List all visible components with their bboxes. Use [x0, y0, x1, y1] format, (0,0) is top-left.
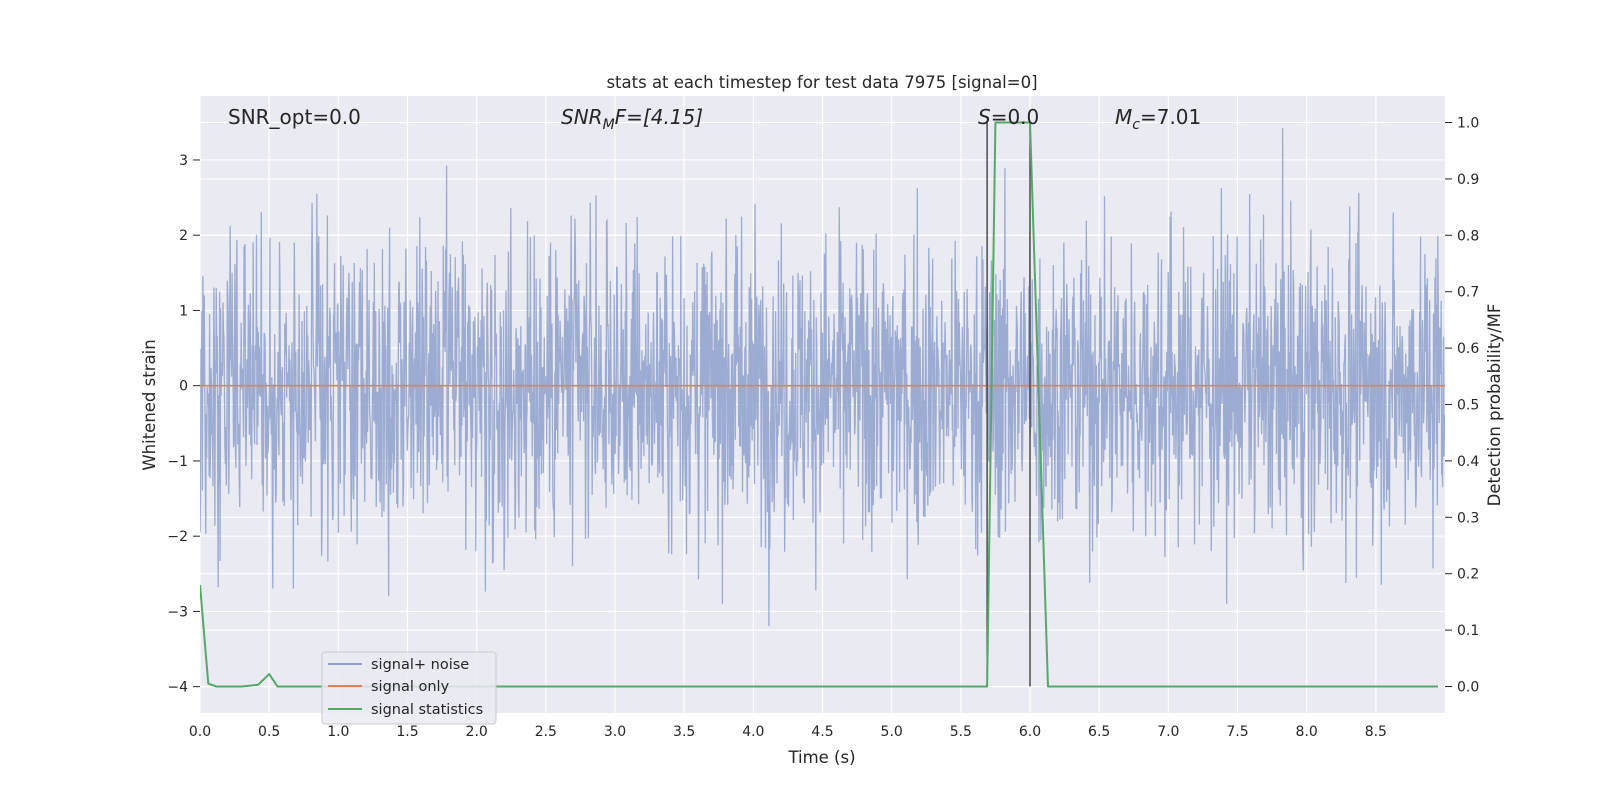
annotation-snr-mf: SNRMF=[4.15]	[561, 105, 703, 133]
y-right-tick-label: 0.7	[1457, 285, 1479, 301]
y-right-axis-ticks: 1.0 0.9 0.8 0.7 0.6 0.5 0.4 0.3 0.2 0.1 0.0	[1445, 116, 1479, 695]
annotation-s: S=0.0	[978, 105, 1039, 129]
y-right-tick-label: 1.0	[1457, 116, 1479, 132]
series-signal-noise	[200, 128, 1445, 627]
x-tick-label: 8.0	[1296, 724, 1318, 740]
y-right-tick-label: 0.3	[1457, 510, 1479, 526]
x-tick-label: 2.0	[466, 724, 488, 740]
y-right-tick-label: 0.8	[1457, 228, 1479, 244]
x-tick-label: 7.0	[1157, 724, 1179, 740]
y-left-axis-ticks: 3 2 1 0 −1 −2 −3 −4	[167, 153, 200, 696]
y-left-axis-label: Whitened strain	[140, 339, 159, 470]
x-tick-label: 8.5	[1365, 724, 1387, 740]
annotation-mc-rest: =7.01	[1140, 105, 1201, 129]
y-left-tick-label: −2	[167, 529, 188, 545]
annotation-mc-main: M	[1115, 105, 1132, 129]
y-right-tick-label: 0.6	[1457, 341, 1479, 357]
y-right-tick-label: 0.5	[1457, 398, 1479, 414]
series-line-signal-statistics	[200, 121, 1439, 688]
x-tick-label: 6.0	[1019, 724, 1041, 740]
x-tick-label: 5.0	[881, 724, 903, 740]
series-signal-statistics	[200, 121, 1439, 688]
x-tick-label: 1.0	[327, 724, 349, 740]
y-right-tick-label: 0.4	[1457, 454, 1479, 470]
vertical-markers	[986, 122, 1031, 687]
x-tick-label: 3.5	[673, 724, 695, 740]
x-tick-label: 0.0	[189, 724, 211, 740]
x-axis-ticks: 0.0 0.5 1.0 1.5 2.0 2.5 3.0 3.5 4.0 4.5 5.0 5.5 6.0 6…	[189, 724, 1387, 740]
chart-title: stats at each timestep for test data 797…	[606, 73, 1037, 92]
legend-label-signal-only: signal only	[371, 679, 450, 695]
y-left-tick-label: −1	[167, 454, 188, 470]
x-tick-label: 2.5	[535, 724, 557, 740]
annotation-snr-opt: SNR_opt=0.0	[228, 105, 361, 129]
annotation-snr-mf-main: SNR	[561, 105, 603, 129]
legend-label-signal-noise: signal+ noise	[371, 657, 469, 673]
annotation-s-rest: =0.0	[991, 105, 1040, 129]
y-left-tick-label: −3	[167, 604, 188, 620]
x-tick-label: 0.5	[258, 724, 280, 740]
x-tick-label: 4.0	[742, 724, 764, 740]
y-right-tick-label: 0.2	[1457, 567, 1479, 583]
series-line-signal-noise	[200, 128, 1445, 627]
x-axis-label: Time (s)	[787, 748, 855, 767]
y-right-tick-label: 0.9	[1457, 172, 1479, 188]
y-right-axis-label: Detection probability/MF	[1485, 304, 1504, 507]
legend-box	[321, 651, 497, 725]
y-right-tick-label: 0.0	[1457, 679, 1479, 695]
legend: signal+ noise signal only signal statist…	[321, 651, 497, 725]
y-left-tick-label: 1	[179, 303, 188, 319]
x-tick-label: 6.5	[1088, 724, 1110, 740]
y-left-tick-label: −4	[167, 680, 188, 696]
y-right-tick-label: 0.1	[1457, 623, 1479, 639]
annotation-snr-mf-sub: M	[603, 117, 615, 133]
annotation-mc-sub: c	[1132, 117, 1140, 133]
y-left-tick-label: 2	[179, 228, 188, 244]
x-tick-label: 4.5	[811, 724, 833, 740]
x-tick-label: 1.5	[396, 724, 418, 740]
x-tick-label: 3.0	[604, 724, 626, 740]
y-left-tick-label: 0	[179, 379, 188, 395]
y-left-tick-label: 3	[179, 153, 188, 169]
x-tick-label: 7.5	[1226, 724, 1248, 740]
x-tick-label: 5.5	[950, 724, 972, 740]
annotation-snr-mf-rest: F=[4.15]	[615, 105, 703, 129]
legend-label-signal-statistics: signal statistics	[371, 702, 483, 718]
annotation-mc: Mc=7.01	[1115, 105, 1201, 133]
annotation-s-main: S	[978, 105, 991, 129]
